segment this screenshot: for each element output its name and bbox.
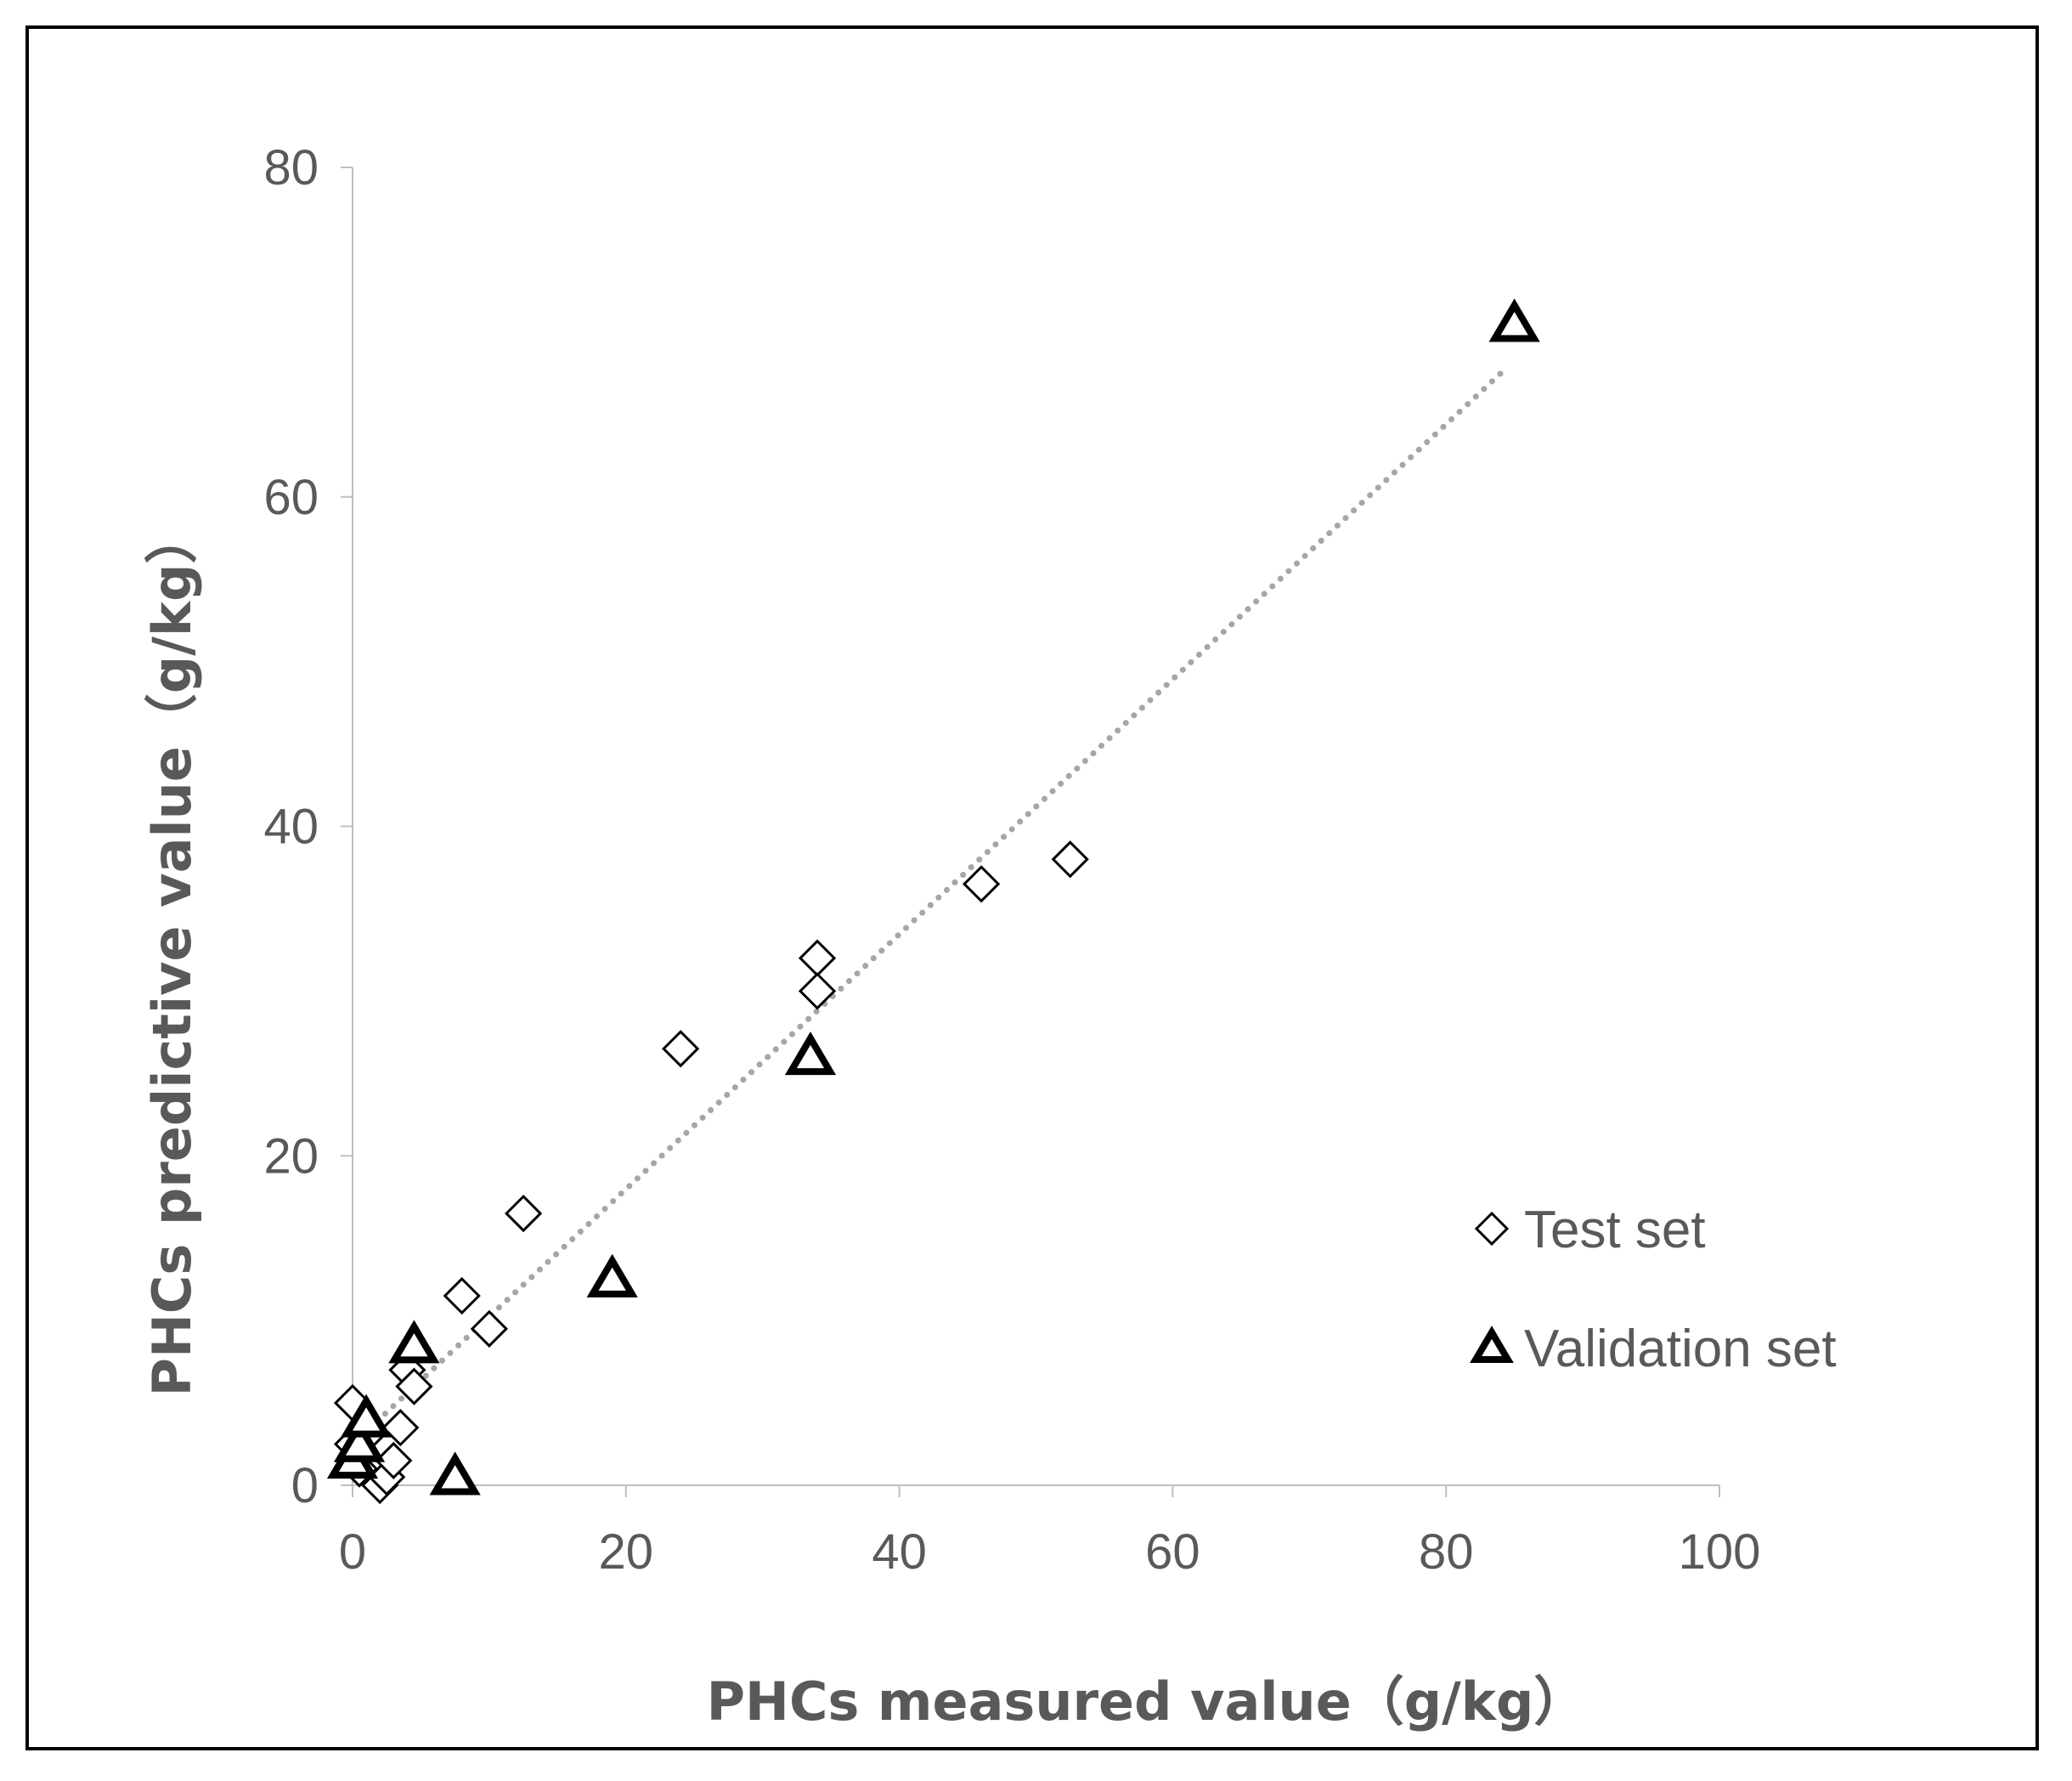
test-set-point xyxy=(798,939,837,977)
data-points xyxy=(326,298,1540,1505)
x-tick-label: 60 xyxy=(1145,1524,1200,1580)
test-set-point xyxy=(798,972,837,1010)
legend-label: Test set xyxy=(1524,1201,1706,1259)
x-tick-label: 40 xyxy=(872,1524,927,1580)
y-tick-label: 60 xyxy=(263,470,319,525)
test-set-point xyxy=(381,1409,420,1447)
validation-set-point xyxy=(1488,298,1540,342)
validation-set-point xyxy=(340,1394,392,1438)
test-set-point xyxy=(375,1441,413,1480)
y-tick-label: 0 xyxy=(291,1458,319,1513)
y-tick-label: 40 xyxy=(263,800,319,855)
validation-set-point xyxy=(586,1253,638,1298)
x-tick-label: 100 xyxy=(1679,1524,1761,1580)
legend: Test set Validation set xyxy=(1470,1201,1837,1378)
x-tick-label: 0 xyxy=(339,1524,366,1580)
test-set-point xyxy=(395,1367,433,1405)
test-set-point xyxy=(470,1309,509,1348)
x-axis-title: PHCs measured value（g/kg） xyxy=(707,1671,1587,1733)
test-set-point xyxy=(1051,840,1089,879)
validation-set-point xyxy=(784,1032,837,1076)
test-set-point xyxy=(505,1194,543,1233)
legend-validation-set-marker xyxy=(1470,1326,1514,1364)
validation-set-point xyxy=(333,1418,386,1462)
y-tick-label: 80 xyxy=(263,140,319,195)
validation-set-point xyxy=(429,1451,481,1495)
trendline xyxy=(349,370,1505,1448)
scatter-chart: 0 20 40 60 80 100 0 20 40 60 80 Test set Validation… xyxy=(141,140,1837,1733)
trendline-dotted xyxy=(349,370,1505,1448)
test-set-point xyxy=(963,865,1001,903)
y-axis-title: PHCs predictive value（g/kg） xyxy=(141,512,203,1397)
chart-frame: 0 20 40 60 80 100 0 20 40 60 80 Test set Validation… xyxy=(25,25,2039,1750)
legend-test-set-marker xyxy=(1474,1211,1510,1247)
x-tick-label: 20 xyxy=(599,1524,654,1580)
validation-set-point xyxy=(388,1320,440,1364)
y-tick-label: 20 xyxy=(263,1128,319,1184)
test-set-point xyxy=(662,1030,700,1068)
x-tick-label: 80 xyxy=(1419,1524,1474,1580)
axes: 0 20 40 60 80 100 0 20 40 60 80 xyxy=(263,140,1760,1580)
test-set-point xyxy=(443,1276,481,1315)
legend-label: Validation set xyxy=(1524,1320,1837,1378)
